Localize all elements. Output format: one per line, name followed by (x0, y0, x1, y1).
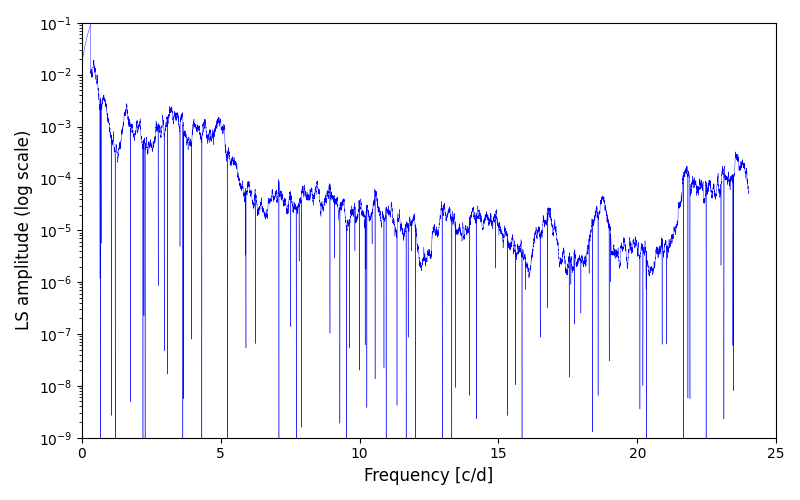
X-axis label: Frequency [c/d]: Frequency [c/d] (364, 467, 494, 485)
Y-axis label: LS amplitude (log scale): LS amplitude (log scale) (15, 130, 33, 330)
